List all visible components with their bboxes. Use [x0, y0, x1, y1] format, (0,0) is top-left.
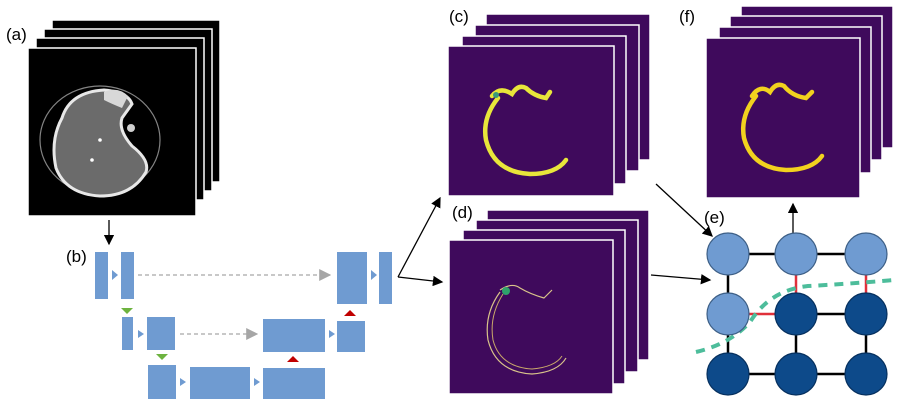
unet-block: [95, 252, 108, 299]
graph-node: [774, 352, 818, 396]
probability-map-stack: [447, 13, 651, 197]
ct-head-slice: [39, 85, 161, 198]
unet-block: [337, 321, 365, 352]
unet-block: [122, 317, 133, 350]
label-c: (c): [449, 7, 469, 26]
arrow-b-to-d: [397, 275, 444, 287]
upsample-marker: [344, 310, 356, 316]
label-f: (f): [679, 7, 695, 26]
label-e: (e): [704, 208, 725, 227]
unet-block: [121, 252, 134, 299]
unet-block: [379, 252, 392, 304]
unet-block: [337, 252, 367, 304]
label-a: (a): [6, 25, 27, 44]
graph-node: [844, 232, 888, 276]
graph-node: [706, 292, 750, 336]
arrow-d-to-e: [650, 274, 712, 285]
graph-node: [774, 292, 818, 336]
arrow-b-to-c: [397, 196, 441, 278]
upsample-marker: [287, 356, 299, 362]
graph-node: [706, 232, 750, 276]
unet-block: [148, 365, 176, 399]
ct-scan-stack: [27, 19, 221, 217]
unet-block: [263, 319, 325, 352]
graph-node: [844, 352, 888, 396]
segmentation-result-stack: [705, 5, 894, 199]
unet-block: [263, 368, 325, 399]
label-d: (d): [452, 203, 473, 222]
arrow-c-to-e: [655, 183, 713, 237]
downsample-marker: [156, 354, 168, 360]
label-b: (b): [66, 247, 87, 266]
graph-node: [774, 232, 818, 276]
graph-cut-line: [695, 278, 895, 354]
graph-node: [844, 292, 888, 336]
boundary-map-stack: [448, 209, 650, 395]
unet-block: [147, 317, 175, 350]
downsample-marker: [121, 308, 133, 314]
graph-cut-grid: [695, 232, 895, 396]
unet-block: [190, 367, 250, 399]
unet-diagram: [95, 252, 392, 399]
graph-node: [706, 352, 750, 396]
